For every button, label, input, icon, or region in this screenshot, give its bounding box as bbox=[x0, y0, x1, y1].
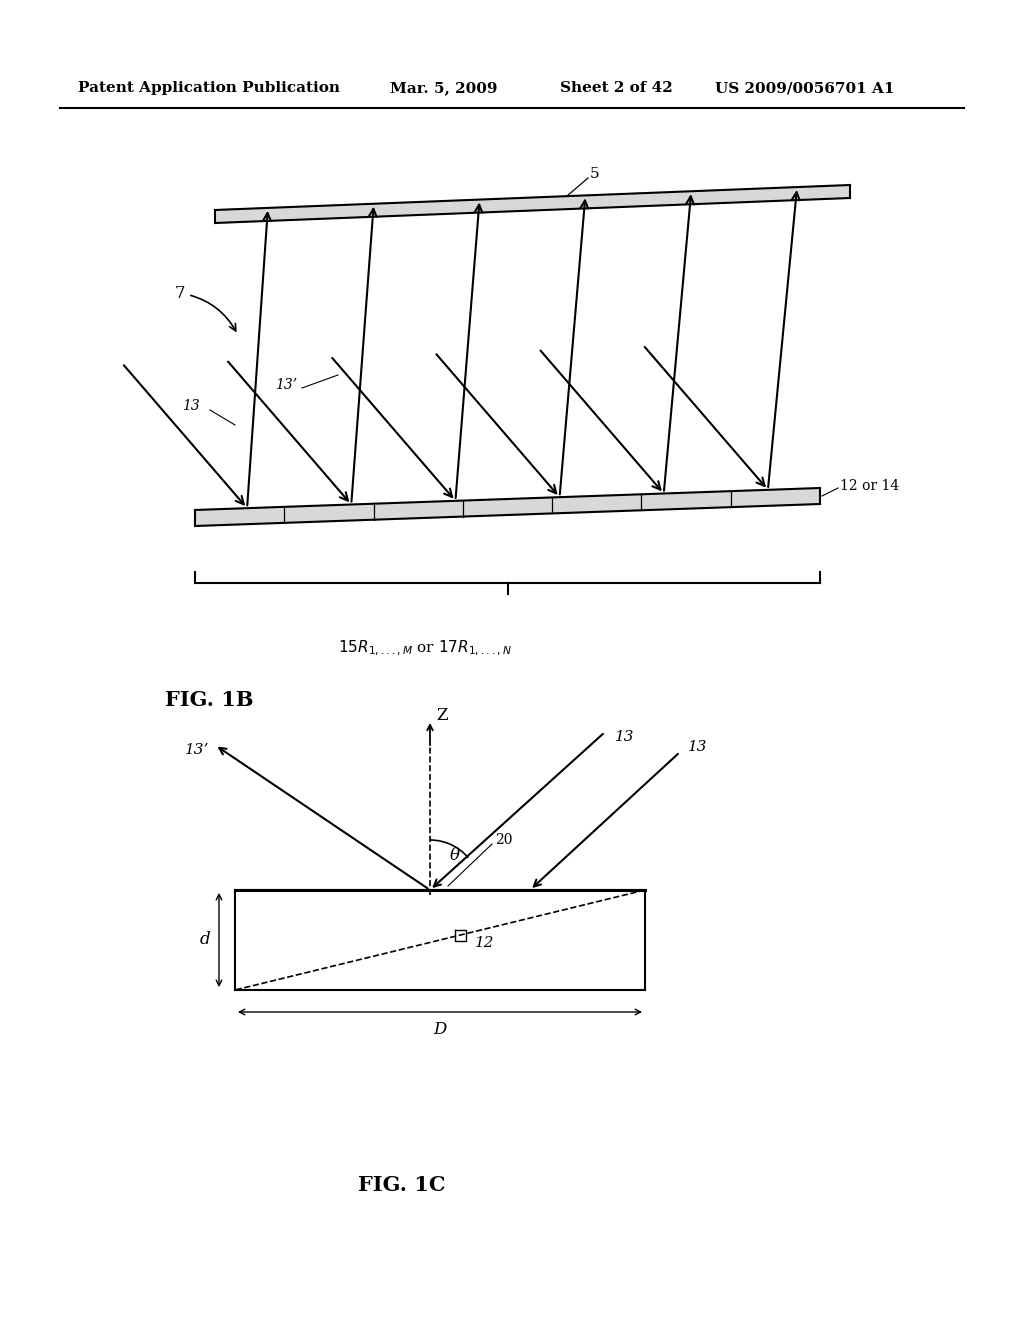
Text: 13: 13 bbox=[615, 730, 635, 744]
Text: Mar. 5, 2009: Mar. 5, 2009 bbox=[390, 81, 498, 95]
Text: 12 or 14: 12 or 14 bbox=[840, 479, 899, 492]
Text: d: d bbox=[200, 932, 210, 949]
Text: $15R_{1,...,M}\ \mathregular{or}\ 17R_{1,...,N}$: $15R_{1,...,M}\ \mathregular{or}\ 17R_{1… bbox=[338, 639, 512, 657]
Text: 13: 13 bbox=[688, 741, 708, 754]
Text: Z: Z bbox=[436, 708, 447, 725]
Text: FIG. 1B: FIG. 1B bbox=[165, 690, 254, 710]
Text: Sheet 2 of 42: Sheet 2 of 42 bbox=[560, 81, 673, 95]
Text: θ: θ bbox=[450, 847, 460, 865]
Text: 13’: 13’ bbox=[184, 743, 209, 756]
Polygon shape bbox=[215, 185, 850, 223]
Text: 13’: 13’ bbox=[274, 378, 297, 392]
Text: D: D bbox=[433, 1022, 446, 1039]
Text: 13: 13 bbox=[182, 399, 200, 413]
Text: FIG. 1C: FIG. 1C bbox=[358, 1175, 445, 1195]
Text: 5: 5 bbox=[590, 168, 600, 181]
Polygon shape bbox=[195, 488, 820, 525]
Text: 7: 7 bbox=[175, 285, 236, 331]
Text: 20: 20 bbox=[495, 833, 512, 847]
Text: US 2009/0056701 A1: US 2009/0056701 A1 bbox=[715, 81, 895, 95]
Text: Patent Application Publication: Patent Application Publication bbox=[78, 81, 340, 95]
Text: 12: 12 bbox=[474, 936, 494, 950]
